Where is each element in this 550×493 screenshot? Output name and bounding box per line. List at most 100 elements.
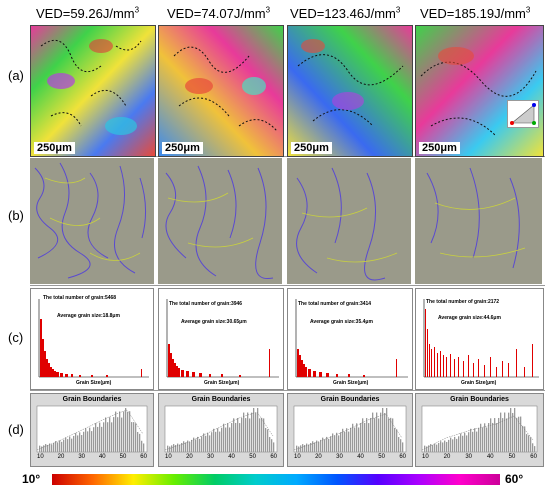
grain-boundary-chart-4: Grain Boundaries 10 20 30 40 50 60 (415, 393, 544, 467)
histogram-average: Average grain size:30.65μm (181, 319, 247, 325)
gb-bar (450, 437, 452, 452)
gb-bar (263, 418, 265, 452)
gb-bar (516, 417, 518, 452)
gb-bar (225, 427, 227, 452)
gb-bar (396, 429, 398, 452)
histogram-average: Average grain size:18.8μm (57, 313, 120, 319)
gb-bar (378, 418, 380, 452)
gb-bar (119, 411, 121, 452)
gb-bar (233, 418, 235, 452)
gb-bar (127, 411, 129, 452)
gb-bar (169, 446, 171, 452)
gb-bar (500, 412, 502, 452)
grain-size-histogram-3: The total number of grain:3414 Average g… (287, 288, 413, 390)
gb-bar (346, 428, 348, 452)
gb-bar (522, 425, 524, 452)
gb-bar (462, 435, 464, 452)
gb-bar (91, 431, 93, 452)
gb-bar (273, 442, 275, 452)
grain-boundary-chart-2: Grain Boundaries 10 20 30 40 50 60 (158, 393, 284, 467)
gb-bar (177, 443, 179, 452)
gb-bar (237, 418, 239, 452)
gb-bar (444, 440, 446, 452)
gb-bar (215, 431, 217, 452)
tick-label: 10 (294, 454, 301, 460)
gb-bar (83, 431, 85, 452)
gb-bar (93, 427, 95, 452)
gb-bar (253, 408, 255, 452)
gb-bar (59, 440, 61, 452)
gb-bar (494, 418, 496, 452)
gb-bar (298, 446, 300, 452)
gb-bar (41, 446, 43, 452)
gb-bar (199, 438, 201, 452)
gb-bar (318, 441, 320, 452)
gb-bar (348, 431, 350, 452)
histogram-average: Average grain size:44.6μm (438, 315, 501, 321)
gb-bar (207, 432, 209, 452)
gb-map-1 (30, 158, 154, 284)
histogram-bars (423, 299, 539, 378)
gb-bar (400, 439, 402, 452)
gb-bar (115, 411, 117, 452)
gb-bar (239, 423, 241, 452)
gb-bar (446, 441, 448, 452)
column-header-3: VED=123.46J/mm3 (290, 5, 401, 21)
grain-boundary-chart-3: Grain Boundaries 10 20 30 40 50 60 (287, 393, 413, 467)
gb-bar (308, 444, 310, 452)
gb-bar (448, 439, 450, 452)
gb-bar (314, 442, 316, 452)
gb-bar (340, 432, 342, 452)
gb-bar (470, 428, 472, 452)
gb-bar (486, 427, 488, 452)
gb-bar (330, 436, 332, 452)
gb-bar (496, 423, 498, 452)
row-label-b: (b) (8, 208, 24, 223)
gb-bar (440, 441, 442, 452)
misorientation-colorbar (52, 474, 500, 485)
tick-label: 10 (422, 454, 429, 460)
gb-bar (131, 422, 133, 452)
gb-bar (271, 439, 273, 452)
scale-bar: 250μm (34, 142, 75, 154)
gb-bar (255, 413, 257, 452)
ipf-map-3-image (288, 26, 412, 156)
gb-bar (460, 433, 462, 452)
histogram-xlabel: Grain Size(μm) (76, 380, 112, 386)
gb-bar (175, 444, 177, 452)
gb-bar (65, 437, 67, 452)
gb-bar (430, 444, 432, 452)
gb-bar (227, 423, 229, 452)
ipf-map-4: 250μm (415, 25, 544, 157)
gb-axis-ticks: 10 20 30 40 50 60 (165, 454, 277, 460)
gb-bar (364, 422, 366, 452)
gb-bar (390, 417, 392, 452)
gb-bar (113, 417, 115, 452)
gb-bar (392, 418, 394, 452)
gb-bar (133, 422, 135, 452)
gb-bar (526, 434, 528, 452)
gb-bar (81, 435, 83, 452)
tick-label: 30 (207, 454, 214, 460)
gb-bar (336, 432, 338, 452)
tick-label: 30 (78, 454, 85, 460)
gb-bar (324, 439, 326, 452)
tick-label: 60 (399, 454, 406, 460)
gb-bar (193, 437, 195, 452)
gb-bar (95, 423, 97, 452)
ipf-legend-icon (507, 100, 539, 128)
gb-bar (374, 418, 376, 452)
tick-label: 40 (228, 454, 235, 460)
gb-chart-title: Grain Boundaries (62, 396, 122, 403)
gb-bar (245, 418, 247, 452)
gb-bar (141, 440, 143, 452)
gb-bar (235, 422, 237, 452)
gb-bar (474, 428, 476, 452)
gb-bar (434, 443, 436, 452)
column-header-2: VED=74.07J/mm3 (167, 5, 271, 21)
gb-bar (458, 436, 460, 452)
gb-bar (213, 428, 215, 452)
ipf-map-1: 250μm (30, 25, 156, 157)
gb-bar (187, 440, 189, 452)
gb-bar (103, 422, 105, 452)
